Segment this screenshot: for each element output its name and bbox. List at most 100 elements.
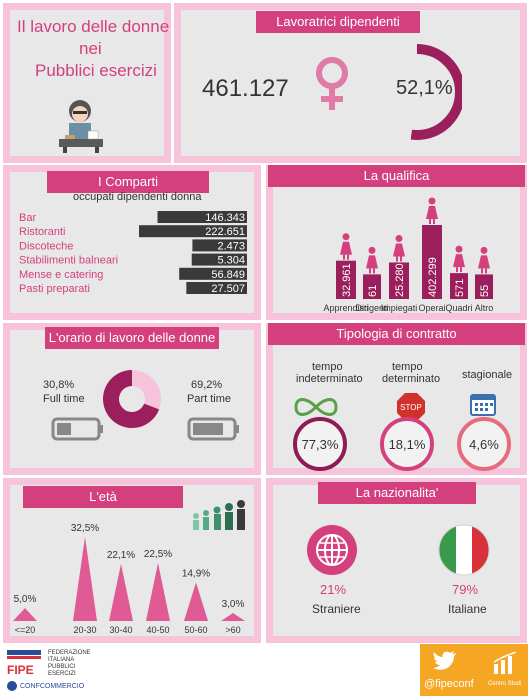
lavoratrici-ring (368, 43, 462, 141)
italiane-percent: 79% (452, 582, 479, 597)
straniere-label: Straniere (312, 602, 361, 616)
contratto-1-label1: tempo (312, 361, 343, 373)
fipe-text3: PUBBLICI (48, 664, 76, 670)
comparti-bar (186, 282, 247, 294)
fipe-mark-icon (7, 650, 41, 659)
qualifica-category-label: Apprendisti (323, 303, 368, 313)
eta-value-label: 5,0% (14, 594, 37, 605)
eta-chart: 5,0% <=20 32,5% 20-30 22,1% 30-40 22,5% 40-50 14… (13, 523, 245, 635)
twitter-handle[interactable]: @fipeconf (424, 678, 474, 690)
comparti-category-label: Ristoranti (19, 226, 65, 238)
confcommercio-text: CONFCOMMERCIO (20, 683, 85, 690)
nazionalita-panel: La nazionalita' 21% Straniere 79% Italia… (266, 478, 527, 643)
qualifica-value-label: 571 (454, 279, 466, 297)
eta-bar (184, 582, 208, 621)
lavoratrici-ring-rest (368, 43, 418, 141)
qualifica-ribbon: La qualifica (268, 165, 525, 187)
eta-value-label: 14,9% (182, 568, 210, 579)
contratto-2-ring (380, 417, 434, 471)
lavoratrici-count: 461.127 (202, 75, 289, 102)
qualifica-value-label: 61 (367, 285, 379, 297)
lavoratrici-ribbon: Lavoratrici dipendenti (256, 11, 420, 33)
title-line1: Il lavoro delle donne (17, 17, 170, 36)
comparti-chart: Bar 146.343 Ristoranti 222.651 Discoteche 2.4… (19, 211, 247, 295)
title-line2: nei (79, 39, 102, 58)
lavoratrici-panel: Lavoratrici dipendenti 461.127 52,1% (174, 3, 527, 163)
comparti-category-label: Discoteche (19, 240, 73, 252)
contratto-icons: STOP 77,3% 18,1% 4,6% (293, 393, 511, 471)
stop-sign-icon: STOP (397, 393, 425, 421)
eta-bar (146, 562, 170, 621)
title-line3: Pubblici esercizi (35, 61, 157, 80)
comparti-category-label: Mense e catering (19, 269, 103, 281)
comparti-subtitle: occupati dipendenti donna (73, 191, 202, 203)
qualifica-bar (363, 274, 381, 299)
orario-panel: L'orario di lavoro delle donne 30,8% Ful… (3, 323, 261, 475)
italy-flag-icon (438, 524, 490, 576)
contratto-3-percent: 4,6% (469, 437, 499, 452)
battery-low-icon (51, 417, 103, 441)
qualifica-category-label: Altro (475, 303, 494, 313)
part-label: Part time (187, 393, 232, 405)
female-symbol-icon (316, 57, 348, 110)
infinity-icon (294, 398, 338, 416)
stop-sign-text: STOP (400, 403, 422, 412)
contratto-ribbon: Tipologia di contratto (268, 323, 525, 345)
comparti-bar (157, 211, 247, 223)
eta-category-label: 40-50 (146, 625, 169, 635)
orario-ribbon: L'orario di lavoro delle donne (45, 327, 219, 349)
part-percent: 69,2% (191, 379, 223, 391)
contratto-3-label1: stagionale (462, 369, 513, 381)
woman-icon (393, 234, 405, 262)
full-percent: 30,8% (43, 379, 75, 391)
eta-panel: L'età 5,0% <=20 32,5% 20-30 22,1% 30-40 22,5% 4… (3, 478, 261, 643)
comparti-panel: I Comparti occupati dipendenti donna Bar… (3, 165, 261, 320)
italiane-label: Italiane (448, 602, 487, 616)
contratto-2-label2: determinato (382, 373, 441, 385)
eta-value-label: 3,0% (222, 599, 245, 610)
fipe-logo (5, 650, 45, 674)
qualifica-bar (336, 260, 356, 299)
comparti-value-label: 5.304 (217, 255, 245, 267)
orario-chart (51, 370, 239, 441)
twitter-bird-icon (433, 651, 456, 670)
studi-label: Centro Studi (488, 681, 522, 687)
qualifica-category-label: Operai (418, 303, 445, 313)
comparti-value-label: 222.651 (205, 226, 245, 238)
title-panel: Il lavoro delle donne nei Pubblici eserc… (3, 3, 171, 163)
qualifica-value-label: 25.280 (394, 263, 406, 297)
contratto-1-percent: 77,3% (302, 437, 339, 452)
eta-bar (13, 608, 37, 621)
twitter-badge[interactable]: @fipeconf Centro Studi (420, 644, 528, 696)
contratto-1-label2: indeterminato (296, 373, 363, 385)
comparti-value-label: 27.507 (211, 283, 245, 295)
qualifica-bar (389, 262, 409, 299)
eta-value-label: 22,1% (107, 550, 135, 561)
contratto-1-ring (293, 417, 347, 471)
comparti-bar (192, 239, 247, 252)
contratto-2-label1: tempo (392, 361, 423, 373)
contratto-3-ring (457, 417, 511, 471)
fipe-text4: ESERCIZI (48, 671, 76, 677)
eta-bar (109, 563, 133, 621)
woman-icon (366, 246, 378, 274)
orario-slice (103, 370, 160, 428)
eta-ribbon: L'età (23, 486, 183, 508)
comparti-value-label: 146.343 (205, 212, 245, 224)
orario-slice (132, 370, 161, 410)
lavoratrici-percent: 52,1% (396, 77, 453, 99)
comparti-category-label: Bar (19, 212, 36, 224)
contratto-2-percent: 18,1% (389, 437, 426, 452)
eta-value-label: 22,5% (144, 549, 172, 560)
comparti-bar (139, 225, 247, 238)
eta-category-label: 20-30 (73, 625, 96, 635)
eta-value-label: 32,5% (71, 523, 99, 534)
qualifica-value-label: 55 (479, 285, 491, 297)
eta-category-label: >60 (225, 625, 240, 635)
globe-icon (307, 525, 357, 575)
woman-icon (426, 197, 438, 224)
eta-bar (73, 537, 97, 621)
comparti-category-label: Pasti preparati (19, 283, 90, 295)
battery-high-icon (187, 417, 239, 441)
comparti-bar (191, 253, 247, 266)
